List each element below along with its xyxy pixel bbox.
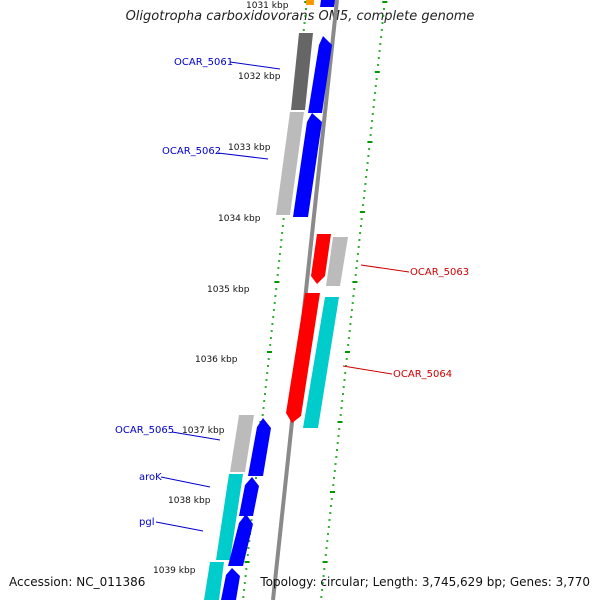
scale-label: 1032 kbp	[238, 72, 281, 82]
gene-gray-5065	[230, 415, 254, 472]
gene-label-pgl[interactable]: pgl	[139, 517, 154, 528]
gene-forward-5062	[293, 113, 322, 217]
gene-forward-bottom	[221, 568, 240, 600]
scale-label: 1039 kbp	[153, 566, 196, 576]
gene-dark-gray-5061	[291, 33, 313, 110]
scale-label: 1033 kbp	[228, 143, 271, 153]
scale-labels: 1031 kbp 1032 kbp 1033 kbp 1034 kbp 1035…	[153, 1, 289, 576]
leader-line	[160, 476, 211, 488]
gene-label-ocar-5065[interactable]: OCAR_5065	[115, 425, 174, 436]
scale-label: 1036 kbp	[195, 355, 238, 365]
accession-text: Accession: NC_011386	[9, 575, 146, 589]
gene-cyan-arok	[216, 474, 243, 560]
gene-cyan-5064	[303, 297, 339, 428]
gene-light-gray-5062	[276, 112, 304, 215]
leader-line	[229, 61, 281, 70]
gene-label-ocar-5064[interactable]: OCAR_5064	[393, 369, 452, 380]
topology-summary-text: Topology: circular; Length: 3,745,629 bp…	[260, 575, 590, 589]
gene-forward-pgl	[228, 514, 253, 566]
gene-forward-arok	[239, 477, 259, 516]
leader-line	[155, 521, 204, 532]
gene-label-ocar-5062[interactable]: OCAR_5062	[162, 146, 221, 157]
leader-line	[171, 431, 221, 441]
gene-label-group: OCAR_5061 OCAR_5062 OCAR_5063 OCAR_5064 …	[115, 57, 469, 532]
scale-label: 1034 kbp	[218, 214, 261, 224]
gene-reverse-5064	[286, 293, 320, 423]
gene-label-ocar-5061[interactable]: OCAR_5061	[174, 57, 233, 68]
leader-line	[360, 264, 410, 273]
leader-line	[342, 365, 393, 375]
gene-label-ocar-5063[interactable]: OCAR_5063	[410, 267, 469, 278]
leader-line	[217, 152, 269, 160]
blue-gene-partial-top	[320, 0, 335, 7]
scale-label: 1038 kbp	[168, 496, 211, 506]
scale-label: 1031 kbp	[246, 1, 289, 11]
scale-label: 1037 kbp	[182, 426, 225, 436]
gene-forward-5065	[248, 418, 271, 476]
gene-forward-5061	[308, 36, 332, 113]
scale-label: 1035 kbp	[207, 285, 250, 295]
genome-title: Oligotropha carboxidovorans OM5, complet…	[125, 9, 475, 24]
orange-gene-partial	[306, 0, 314, 5]
gene-reverse-5063	[311, 234, 331, 284]
gene-gray-5063	[326, 237, 348, 286]
gene-cyan-bottom	[204, 562, 224, 600]
gene-label-arok[interactable]: aroK	[139, 472, 162, 483]
